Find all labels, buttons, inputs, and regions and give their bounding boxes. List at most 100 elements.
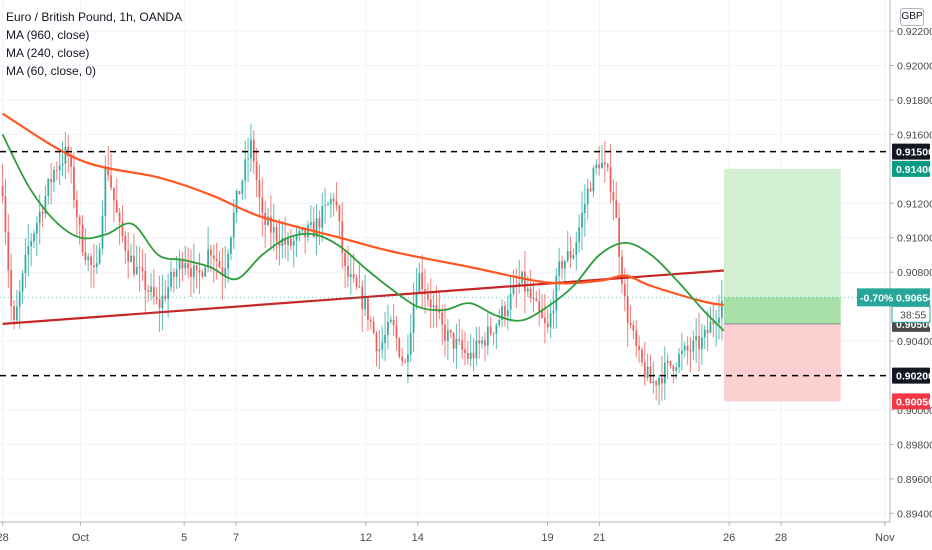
candle-body bbox=[195, 265, 198, 271]
candle-body bbox=[412, 304, 415, 333]
candle-body bbox=[192, 265, 195, 278]
candle-body bbox=[629, 323, 632, 325]
long-position-tool[interactable] bbox=[723, 168, 841, 402]
candle-body bbox=[632, 324, 635, 331]
candle-body bbox=[455, 338, 458, 349]
candle-body bbox=[452, 332, 455, 349]
candle-body bbox=[592, 168, 595, 192]
candle-body bbox=[501, 306, 503, 320]
candle-body bbox=[10, 270, 13, 306]
candle-body bbox=[498, 319, 501, 326]
chart-title: Euro / British Pound, 1h, OANDA bbox=[6, 10, 183, 24]
chart-grid bbox=[0, 0, 890, 522]
candle-body bbox=[187, 263, 190, 269]
candle-body bbox=[492, 333, 495, 335]
candle-body bbox=[30, 241, 33, 247]
y-tick-label: 0.89400 bbox=[897, 508, 932, 520]
candle-body bbox=[155, 296, 158, 300]
candle-body bbox=[130, 255, 132, 262]
candle-body bbox=[230, 237, 232, 254]
candle-body bbox=[700, 337, 703, 350]
candle-body bbox=[509, 293, 512, 310]
candle-body bbox=[689, 350, 692, 352]
candle-body bbox=[418, 272, 421, 292]
candle-body bbox=[7, 232, 10, 271]
candle-body bbox=[569, 251, 572, 259]
x-tick-label: 12 bbox=[360, 532, 372, 544]
x-tick-label: Oct bbox=[72, 532, 89, 544]
countdown-label: 38:55 bbox=[900, 309, 926, 321]
candle-body bbox=[472, 352, 475, 359]
x-tick-label: 19 bbox=[541, 532, 553, 544]
candle-body bbox=[332, 198, 335, 202]
candle-body bbox=[38, 211, 41, 224]
candle-body bbox=[47, 178, 50, 196]
candle-body bbox=[190, 268, 192, 278]
candle-body bbox=[232, 212, 235, 238]
candle-body bbox=[321, 205, 324, 228]
legend-ma960[interactable]: MA (960, close) bbox=[6, 28, 90, 42]
candle-body bbox=[221, 267, 224, 277]
candle-body bbox=[152, 286, 155, 297]
candle-body bbox=[98, 248, 101, 264]
candle-body bbox=[646, 366, 649, 378]
candle-body bbox=[204, 267, 207, 277]
candle-body bbox=[132, 255, 135, 275]
candle-body bbox=[64, 146, 67, 164]
candle-body bbox=[227, 253, 229, 269]
candle-body bbox=[15, 306, 18, 321]
current-price-bg bbox=[857, 288, 930, 307]
candle-body bbox=[284, 237, 287, 245]
candle-body bbox=[244, 159, 247, 181]
candle-body bbox=[24, 254, 27, 274]
candle-body bbox=[641, 349, 643, 363]
candle-body bbox=[515, 286, 518, 288]
candle-body bbox=[426, 294, 429, 300]
candle-body bbox=[678, 353, 680, 368]
y-tick-label: 0.91600 bbox=[897, 129, 932, 141]
candle-body bbox=[692, 340, 695, 352]
candle-body bbox=[347, 265, 349, 277]
candle-body bbox=[304, 228, 307, 238]
candle-body bbox=[215, 258, 218, 261]
price-label-bg bbox=[892, 367, 930, 384]
currency-badge[interactable]: GBP bbox=[900, 8, 924, 26]
candle-body bbox=[669, 360, 672, 366]
candle-body bbox=[441, 312, 444, 325]
candle-body bbox=[663, 362, 666, 384]
legend-ma60[interactable]: MA (60, close, 0) bbox=[6, 64, 97, 78]
candle-body bbox=[638, 345, 640, 350]
candle-body bbox=[33, 233, 35, 242]
candle-body bbox=[658, 377, 660, 386]
candle-body bbox=[432, 305, 435, 308]
candle-body bbox=[44, 195, 47, 214]
x-tick-label: 5 bbox=[181, 532, 187, 544]
candle-body bbox=[61, 163, 64, 166]
candle-body bbox=[207, 249, 209, 268]
candle-body bbox=[84, 252, 87, 261]
candle-body bbox=[338, 205, 341, 222]
candle-body bbox=[661, 377, 663, 384]
legend-ma240[interactable]: MA (240, close) bbox=[6, 46, 90, 60]
candle-body bbox=[150, 286, 152, 292]
candle-body bbox=[475, 340, 478, 359]
candle-body bbox=[621, 256, 623, 284]
candle-body bbox=[292, 240, 295, 246]
candle-body bbox=[172, 272, 175, 277]
candle-body bbox=[27, 246, 30, 255]
candle-body bbox=[481, 340, 484, 344]
candle-body bbox=[212, 255, 215, 259]
candle-body bbox=[238, 191, 241, 195]
candle-body bbox=[93, 265, 95, 268]
candle-body bbox=[563, 260, 566, 269]
horizontal-levels[interactable] bbox=[0, 150, 890, 377]
candle-body bbox=[652, 381, 655, 384]
candle-body bbox=[1, 186, 4, 197]
candle-body bbox=[444, 324, 446, 341]
candle-body bbox=[364, 297, 366, 310]
ma240-line bbox=[2, 112, 725, 306]
candle-body bbox=[535, 298, 538, 301]
candle-body bbox=[712, 321, 715, 324]
candle-body bbox=[281, 237, 284, 247]
